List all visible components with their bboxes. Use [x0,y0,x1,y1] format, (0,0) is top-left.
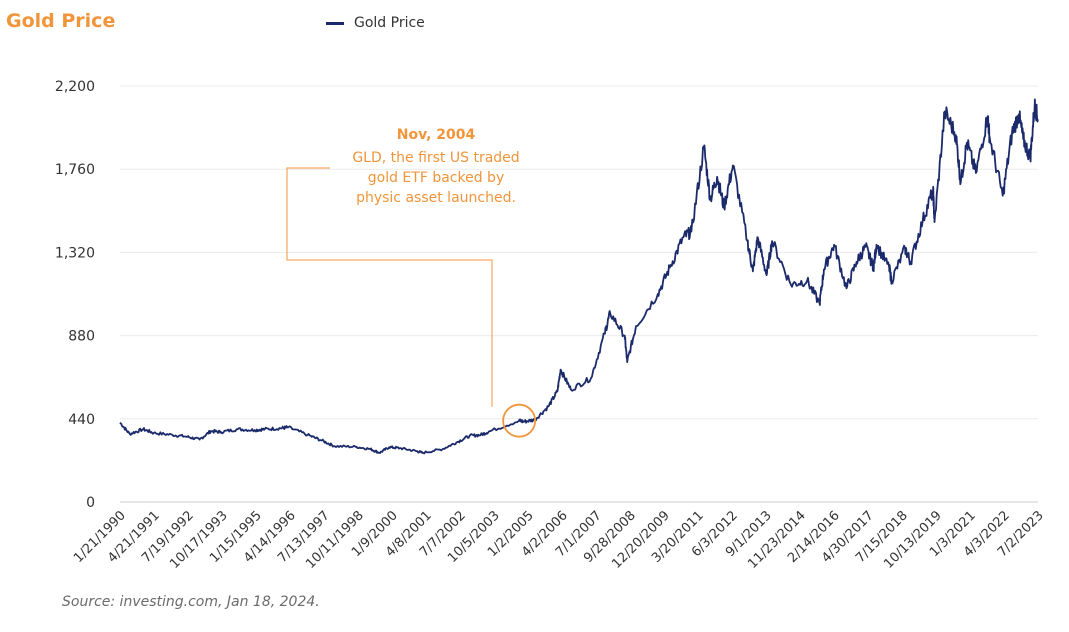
annotation-connector [286,167,493,407]
annotation-line-3: physic asset launched. [356,190,516,206]
annotation-title: Nov, 2004 [396,127,476,143]
legend: Gold Price [326,15,425,31]
legend-label-gold-price: Gold Price [354,15,425,31]
y-tick-label-1: 440 [68,412,95,428]
legend-swatch-gold-price [326,21,344,25]
y-tick-label-2: 880 [68,329,95,345]
y-tick-label-3: 1,320 [55,245,95,261]
chart-title: Gold Price [6,10,116,32]
annotation-circle [502,403,537,438]
annotation-line-2: gold ETF backed by [367,170,505,186]
y-tick-label-4: 1,760 [55,162,95,178]
annotation-line-1: GLD, the first US traded [352,150,520,166]
gold-price-line [119,98,1039,455]
annotation-text: GLD, the first US traded gold ETF backed… [330,148,542,208]
source-note: Source: investing.com, Jan 18, 2024. [62,594,320,610]
y-tick-label-0: 0 [86,495,95,511]
y-tick-label-5: 2,200 [55,79,95,95]
